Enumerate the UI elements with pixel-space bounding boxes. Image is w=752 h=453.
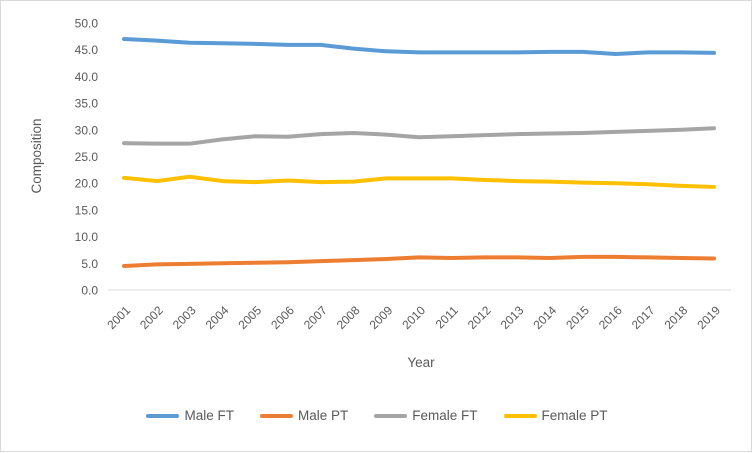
y-tick-label: 30.0 [75,123,99,137]
x-tick-label: 2001 [104,303,133,332]
x-tick-label: 2002 [137,303,166,332]
x-tick-label: 2011 [433,303,461,331]
x-tick-label: 2018 [662,303,691,332]
legend-label-male-ft: Male FT [184,408,234,424]
x-tick-label: 2019 [694,303,723,332]
x-tick-label: 2009 [367,303,396,332]
x-tick-label: 2004 [203,303,232,332]
legend-swatch-male-pt [259,413,293,419]
x-tick-label: 2014 [530,303,559,332]
legend-label-female-ft: Female FT [412,408,478,424]
x-axis-title: Year [407,355,435,370]
series-line-male-ft [122,37,716,56]
legend-item-male-ft: Male FT [146,409,234,423]
x-tick-label: 2003 [170,303,199,332]
x-tick-label: 2010 [399,303,428,332]
y-tick-label: 15.0 [75,203,99,217]
x-tick-label: 2015 [563,303,592,332]
legend-label-female-pt: Female PT [541,408,608,424]
y-tick-label: 35.0 [75,97,99,111]
y-tick-label: 45.0 [75,43,99,57]
x-tick-label: 2017 [629,303,658,332]
series-line-male-pt [122,254,716,268]
series-line-female-pt [122,174,716,189]
legend-swatch-male-ft [146,413,180,419]
legend-item-female-ft: Female FT [374,408,478,424]
series-line-female-ft [122,126,716,146]
x-tick-label: 2006 [268,303,297,332]
y-tick-label: 5.0 [81,257,98,271]
legend-swatch-female-pt [503,413,537,419]
x-tick-label: 2005 [235,303,264,332]
y-tick-label: 40.0 [75,70,99,84]
y-tick-label: 20.0 [75,177,99,191]
legend: Male FT Male PT Female FT Female PT [1,403,752,429]
x-tick-label: 2008 [334,303,363,332]
x-tick-label: 2007 [301,303,330,332]
y-axis-tick-labels: 0.0 5.0 10.0 15.0 20.0 25.0 30.0 35.0 40.0 45.0 50… [75,17,99,298]
y-tick-label: 0.0 [81,284,98,298]
y-tick-label: 10.0 [75,230,99,244]
x-tick-label: 2013 [498,303,527,332]
legend-item-female-pt: Female PT [503,408,608,424]
series-lines [122,37,716,268]
x-tick-label: 2012 [465,303,494,332]
legend-swatch-female-ft [374,413,408,419]
legend-item-male-pt: Male PT [259,408,349,424]
x-tick-label: 2016 [596,303,625,332]
y-tick-label: 25.0 [75,150,99,164]
x-axis-tick-labels: 2001 2002 2003 2004 2005 2006 2007 2008 2009 2010… [104,303,723,332]
y-tick-label: 50.0 [75,17,99,31]
legend-label-male-pt: Male PT [297,408,349,424]
y-axis-title: Composition [29,118,44,193]
